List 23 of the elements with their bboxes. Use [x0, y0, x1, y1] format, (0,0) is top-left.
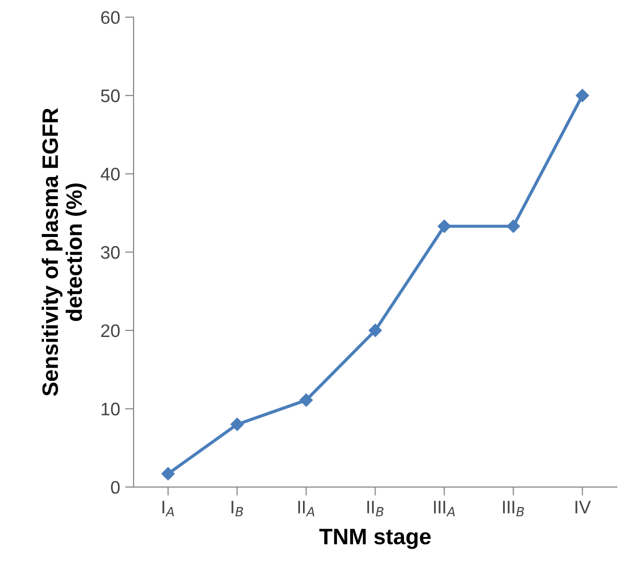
y-tick-label: 0	[111, 480, 120, 494]
x-tick-label: I$_{A}$	[162, 500, 174, 516]
y-tick-label: 20	[101, 324, 120, 338]
point	[576, 88, 589, 102]
point	[230, 418, 244, 431]
y-tick-label: 40	[100, 168, 120, 181]
y-tick-label: 30	[100, 246, 120, 259]
x-tick-label: III$_{B}$	[503, 500, 524, 516]
point	[300, 394, 313, 407]
y-axis-title: Sensitivity of plasma EGFR detection (%)	[42, 108, 86, 396]
y-tick-label: 60	[101, 11, 120, 24]
point	[162, 467, 175, 480]
x-tick-label: III$_{A}$	[434, 500, 455, 516]
y-tick-label: 10	[102, 402, 120, 416]
x-axis-title: TNM stage	[319, 528, 431, 549]
point	[438, 220, 451, 233]
x-tick-label: II$_{B}$	[367, 500, 384, 516]
x-tick-label: I$_{B}$	[232, 500, 244, 516]
point	[368, 324, 382, 338]
y-tick-label: 50	[101, 89, 120, 102]
x-tick-label: IV	[576, 500, 591, 514]
x-tick-label: II$_{A}$	[298, 500, 314, 516]
point	[506, 220, 520, 233]
